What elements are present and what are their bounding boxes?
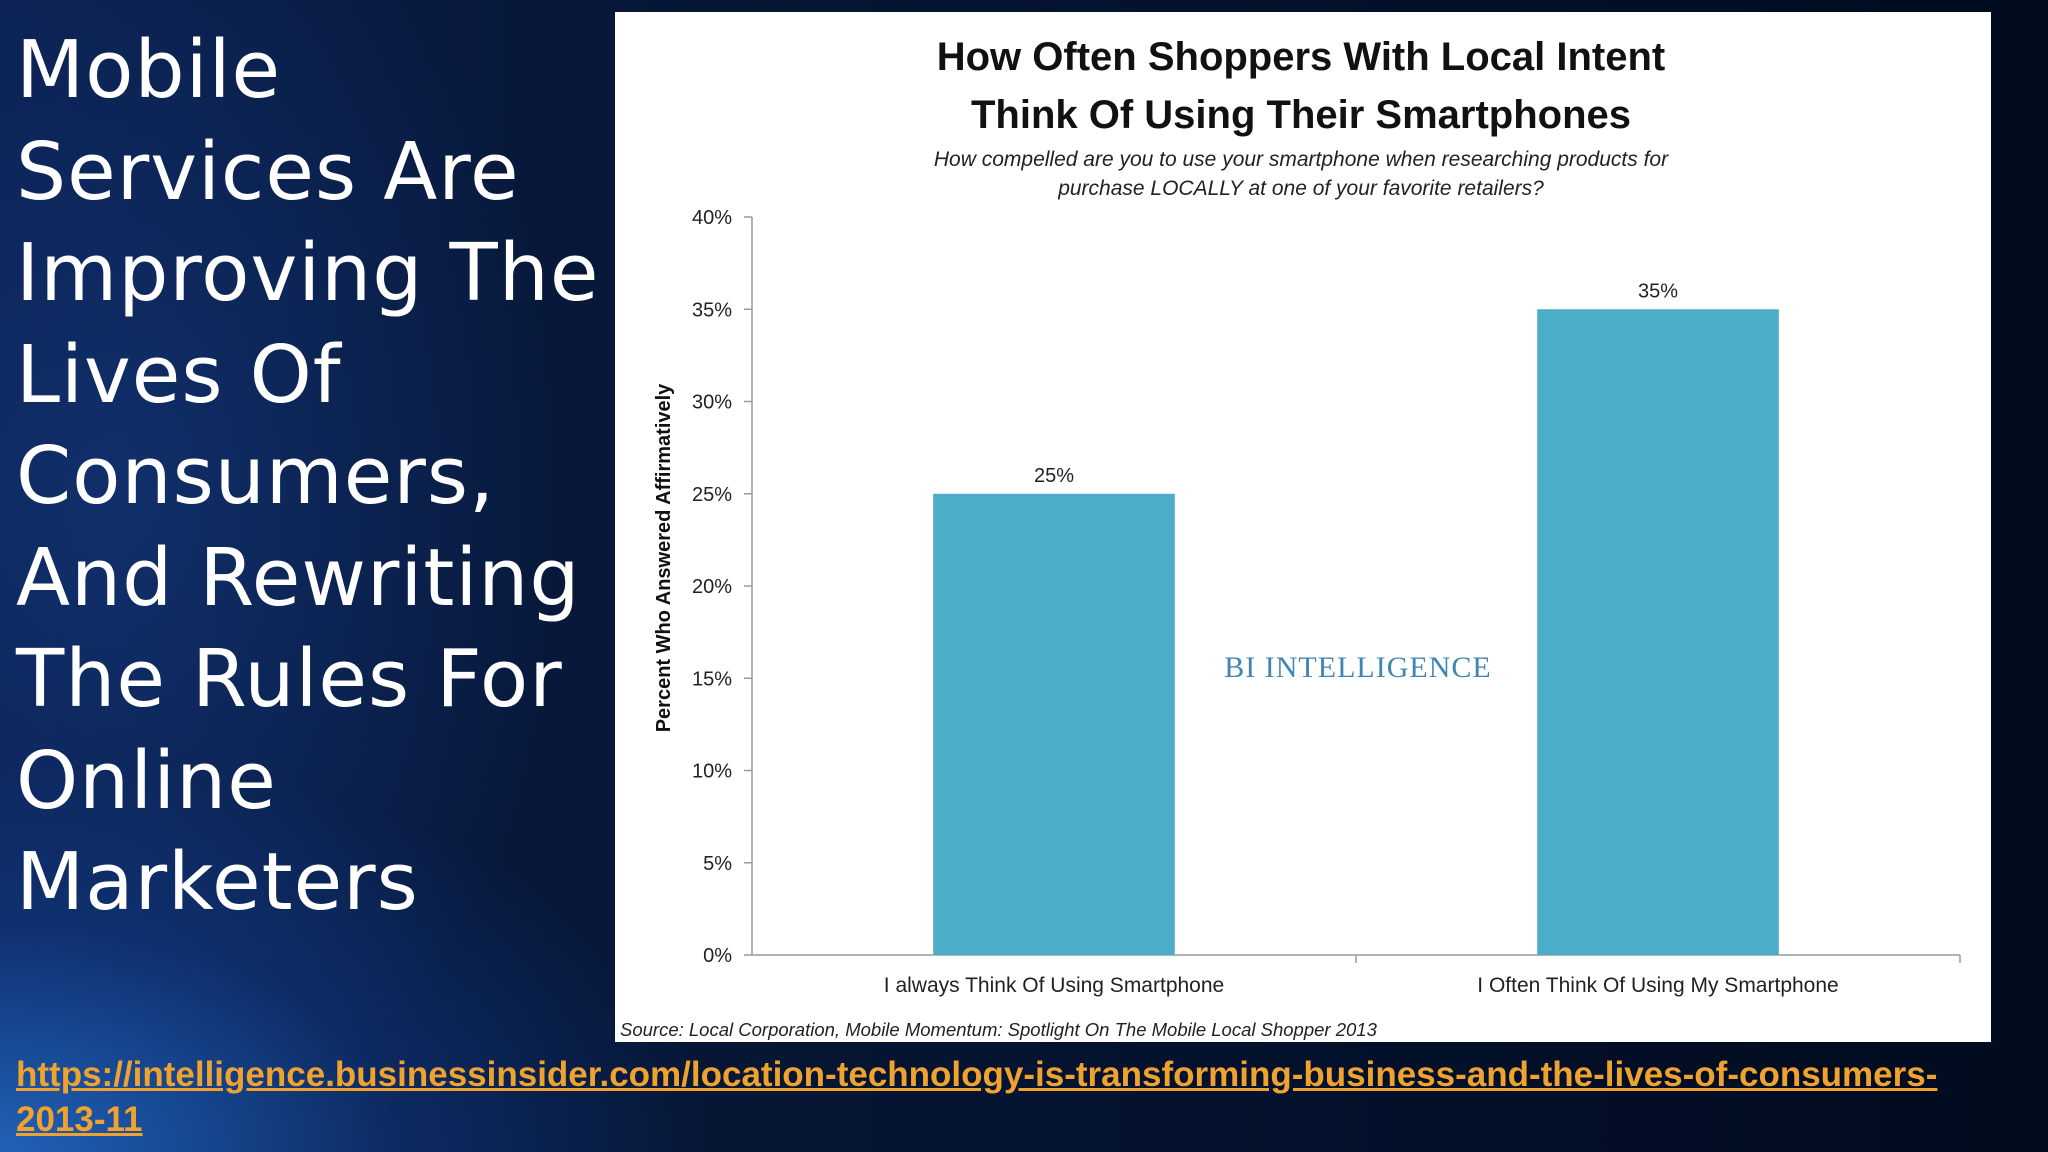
- chart-title-line-1: How Often Shoppers With Local Intent: [937, 35, 1666, 79]
- y-axis-label: Percent Who Answered Affirmatively: [653, 383, 675, 732]
- bar-chart: How Often Shoppers With Local Intent Thi…: [620, 35, 1961, 1040]
- chart-source-note: Source: Local Corporation, Mobile Moment…: [620, 1019, 1378, 1040]
- bar-data-label: 35%: [1638, 280, 1678, 302]
- y-tick-label: 15%: [692, 668, 732, 690]
- y-tick-label: 5%: [703, 853, 732, 875]
- y-tick-label: 35%: [692, 299, 732, 321]
- source-link[interactable]: https://intelligence.businessinsider.com…: [16, 1055, 1938, 1139]
- y-tick-label: 40%: [692, 207, 732, 229]
- x-category-label: I Often Think Of Using My Smartphone: [1477, 974, 1838, 997]
- chart-panel: How Often Shoppers With Local Intent Thi…: [615, 12, 1991, 1042]
- bar: [1537, 309, 1779, 955]
- bar: [933, 493, 1175, 955]
- chart-subtitle-line-1: How compelled are you to use your smartp…: [934, 148, 1669, 171]
- chart-subtitle-line-2: purchase LOCALLY at one of your favorite…: [1057, 177, 1544, 200]
- bar-data-label: 25%: [1034, 465, 1074, 487]
- chart-marks: 0% 5% 10% 15% 20% 25% 30% 35% 40% 25% I always Thi…: [692, 207, 1961, 997]
- x-category-label: I always Think Of Using Smartphone: [884, 974, 1224, 997]
- chart-title-line-2: Think Of Using Their Smartphones: [971, 93, 1631, 137]
- y-tick-label: 25%: [692, 484, 732, 506]
- y-tick-label: 10%: [692, 761, 732, 783]
- y-tick-label: 0%: [703, 945, 732, 967]
- y-tick-label: 30%: [692, 392, 732, 414]
- slide-title: Mobile Services Are Improving The Lives …: [16, 24, 600, 928]
- bi-intelligence-watermark: BI INTELLIGENCE: [1224, 651, 1491, 684]
- y-tick-label: 20%: [692, 576, 732, 598]
